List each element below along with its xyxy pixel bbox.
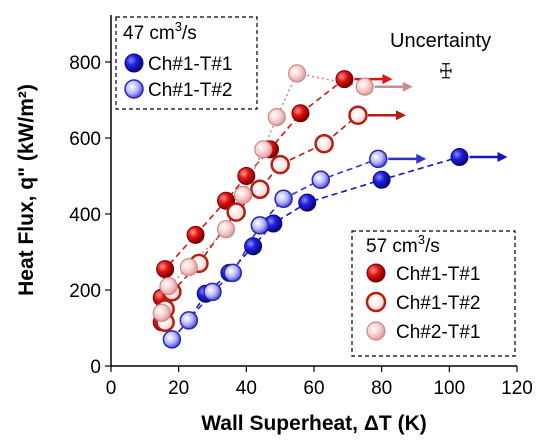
data-point bbox=[233, 185, 253, 205]
data-point bbox=[226, 202, 246, 222]
data-point bbox=[159, 277, 178, 296]
series-line bbox=[160, 78, 345, 323]
data-point bbox=[291, 104, 310, 123]
arrow-head bbox=[382, 74, 393, 85]
data-point bbox=[450, 148, 469, 166]
data-point bbox=[270, 154, 290, 175]
x-axis-title: Wall Superheat, ΔT (K) bbox=[201, 412, 427, 435]
data-point bbox=[216, 220, 236, 239]
legend-47-marker-1 bbox=[124, 53, 144, 73]
x-tick-label: 100 bbox=[433, 378, 465, 399]
x-tick-label: 40 bbox=[236, 378, 257, 399]
legend-57-marker-3 bbox=[366, 321, 386, 341]
data-point bbox=[314, 133, 334, 154]
arrow-head bbox=[416, 153, 427, 164]
x-tick-label: 20 bbox=[168, 378, 189, 399]
legend-47-entry-1: Ch#1-T#1 bbox=[148, 54, 233, 75]
legend-57-entry-3: Ch#2-T#1 bbox=[396, 322, 481, 343]
y-tick-label: 200 bbox=[69, 281, 101, 302]
data-point bbox=[162, 330, 182, 349]
x-tick-label: 120 bbox=[501, 378, 533, 399]
data-point bbox=[355, 77, 374, 96]
data-point bbox=[267, 107, 286, 127]
uncertainty-error-bar bbox=[440, 63, 452, 79]
legend-47-title: 47 cm3/s bbox=[123, 19, 197, 44]
data-point bbox=[369, 149, 388, 169]
y-tick-label: 0 bbox=[90, 357, 101, 378]
data-point bbox=[237, 167, 256, 185]
legend-57-title: 57 cm3/s bbox=[366, 232, 440, 257]
arrow-head bbox=[402, 81, 413, 92]
data-point bbox=[250, 179, 270, 200]
y-tick-label: 400 bbox=[69, 205, 101, 226]
series-points bbox=[152, 64, 469, 349]
legend-57-marker-2 bbox=[365, 291, 387, 313]
legend-47: 47 cm3/s Ch#1-T#1 Ch#1-T#2 bbox=[115, 16, 258, 110]
data-point bbox=[348, 105, 368, 125]
data-point bbox=[156, 260, 175, 279]
data-point bbox=[298, 193, 317, 212]
data-point bbox=[223, 263, 243, 283]
data-point bbox=[372, 170, 391, 189]
data-point bbox=[250, 216, 270, 235]
y-tick-label: 800 bbox=[69, 53, 101, 74]
legend-57-entry-2: Ch#1-T#2 bbox=[396, 293, 481, 314]
y-axis-title: Heat Flux, q" (kW/m²) bbox=[15, 84, 38, 296]
ticks: 0 20 40 60 80 100 120 0 200 400 600 800 bbox=[69, 53, 533, 399]
data-point bbox=[311, 170, 331, 190]
data-point bbox=[152, 303, 171, 322]
data-point bbox=[274, 189, 293, 209]
data-point bbox=[203, 282, 222, 302]
legend-57-entry-1: Ch#1-T#1 bbox=[396, 264, 481, 285]
legend-57-marker-1 bbox=[366, 263, 386, 283]
series-line bbox=[171, 158, 379, 340]
y-tick-label: 600 bbox=[69, 129, 101, 150]
x-tick-label: 80 bbox=[371, 378, 392, 399]
arrow-head bbox=[497, 152, 508, 162]
data-point bbox=[244, 237, 263, 256]
legend-57: 57 cm3/s Ch#1-T#1 Ch#1-T#2 Ch#2-T#1 bbox=[351, 230, 516, 357]
data-point bbox=[179, 311, 199, 330]
x-tick-label: 60 bbox=[303, 378, 324, 399]
legend-47-entry-2: Ch#1-T#2 bbox=[148, 80, 233, 101]
uncertainty-label: Uncertainty bbox=[390, 30, 491, 52]
data-point bbox=[254, 140, 273, 159]
legend-47-marker-2 bbox=[124, 79, 144, 99]
x-tick-label: 0 bbox=[106, 378, 117, 399]
data-point bbox=[179, 258, 198, 277]
data-point bbox=[186, 225, 205, 244]
data-point bbox=[287, 64, 307, 83]
arrow-head bbox=[395, 110, 406, 121]
data-point bbox=[335, 70, 354, 89]
